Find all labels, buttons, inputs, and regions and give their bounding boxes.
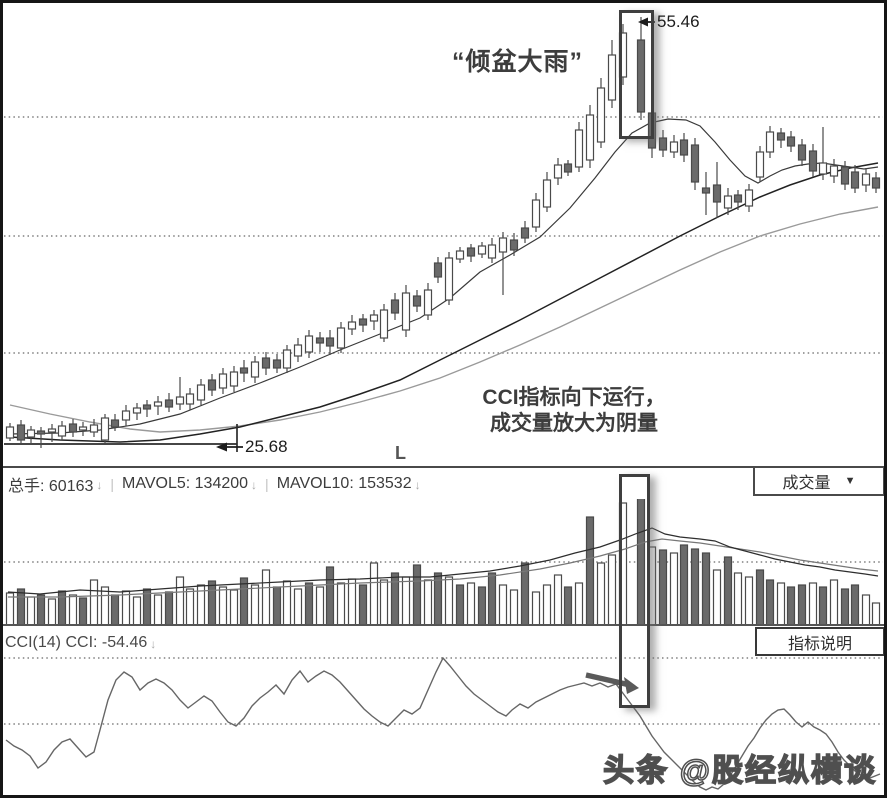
down-arrow-icon: ↓ (150, 636, 157, 651)
mavol10-value: MAVOL10: 153532 (276, 474, 412, 492)
mavol5-value: MAVOL5: 134200 (122, 474, 249, 492)
cci-header-bar: CCI(14) CCI: -54.46 ↓ (0, 628, 887, 657)
divider: | (265, 475, 269, 492)
analysis-note-line2: 成交量放大为阴量 (490, 412, 658, 436)
cci-value-label: CCI(14) CCI: -54.46 (5, 633, 148, 651)
down-arrow-icon: ↓ (96, 477, 103, 492)
indicator-help-button[interactable]: 指标说明 (755, 627, 885, 656)
low-price-label: 25.68 (245, 437, 288, 456)
highlight-box-volume-cci (619, 474, 650, 708)
watermark: 头条 @股经纵横谈 (602, 752, 877, 789)
divider: | (110, 475, 115, 492)
pattern-name-label: “倾盆大雨” (452, 48, 584, 76)
volume-header-bar: 总手: 60163 ↓ | MAVOL5: 134200 ↓ | MAVOL10… (0, 466, 887, 499)
volume-indicator-dropdown[interactable]: 成交量 ▼ (753, 466, 885, 496)
chevron-down-icon: ▼ (844, 475, 856, 487)
volume-indicator-label: 成交量 (782, 475, 831, 492)
peak-price-label: 55.46 (657, 12, 700, 31)
highlight-box-price (619, 10, 654, 139)
down-arrow-icon: ↓ (251, 477, 258, 492)
total-volume-value: 总手: 60163 (8, 477, 94, 495)
analysis-note-line1: CCI指标向下运行， (482, 386, 666, 409)
candlestick-chart (4, 17, 883, 452)
l-marker-label: L (395, 443, 406, 463)
cci-chart (4, 657, 883, 791)
volume-chart (3, 497, 884, 626)
down-arrow-icon: ↓ (414, 477, 421, 492)
analysis-note: CCI指标向下运行， 成交量放大为阴量 (438, 385, 710, 438)
